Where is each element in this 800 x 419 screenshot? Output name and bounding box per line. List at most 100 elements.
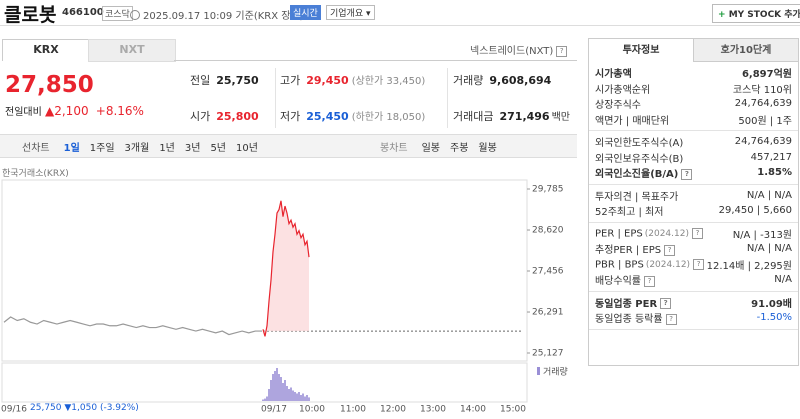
help-icon[interactable]: ? — [665, 313, 677, 325]
prev-close-change: 1,050 — [71, 403, 98, 413]
prev-close: 25,750 ▼1,050 (-3.92%) — [30, 403, 139, 413]
y-tick-label: 26,291 — [532, 308, 564, 318]
realtime-badge[interactable]: 실시간 — [290, 5, 321, 20]
invest-value: 29,450 | 5,660 — [718, 205, 792, 217]
volume-bar — [300, 395, 302, 401]
volume-bar — [290, 387, 292, 401]
summary-label: 거래대금 — [453, 110, 494, 123]
x-tick-label: 11:00 — [340, 405, 366, 415]
volume-bar — [262, 399, 264, 401]
invest-value: 6,897억원 — [741, 69, 792, 81]
invest-row: 시가총액 6,897억원 — [595, 65, 792, 81]
period-tab[interactable]: 3개월 — [124, 143, 150, 154]
invest-label: PER | EPS (2024.12)? — [595, 227, 703, 239]
summary-label: 거래량 — [453, 74, 484, 87]
chart-type-candle[interactable]: 봉차트 — [380, 143, 408, 154]
change-row: 전일대비 ▲2,100 +8.16% — [5, 104, 144, 118]
candle-tab[interactable]: 일봉 — [421, 143, 441, 154]
help-icon[interactable]: ? — [664, 244, 676, 256]
summary-cell: 시가 25,800 — [190, 108, 259, 124]
summary-value: 25,450 — [306, 110, 349, 123]
invest-value: 12.14배 | 2,295원 — [706, 260, 792, 272]
summary-cell: 전일 25,750 — [190, 72, 259, 88]
x-tick-label: 10:00 — [299, 405, 325, 415]
invest-label: 시가총액순위 — [595, 81, 650, 96]
summary-note: (상한가 33,450) — [351, 76, 426, 87]
period-tab[interactable]: 3년 — [184, 143, 201, 154]
period-tab[interactable]: 1년 — [159, 143, 175, 154]
invest-row: PBR | BPS (2024.12)? 12.14배 | 2,295원 — [595, 257, 792, 273]
volume-bar — [266, 396, 268, 401]
summary-unit: 백만 — [551, 112, 570, 123]
period-tab[interactable]: 1주일 — [89, 143, 115, 154]
summary-cell: 거래대금 271,496 백만 — [453, 108, 570, 124]
invest-label: 액면가 | 매매단위 — [595, 112, 669, 127]
summary-label: 시가 — [190, 110, 211, 123]
invest-value: 500원 | 1주 — [738, 115, 792, 127]
invest-group: 투자의견 | 목표주가 N/A | N/A 52주최고 | 최저 29,450 | 5… — [589, 185, 798, 223]
y-tick-label: 28,620 — [532, 226, 564, 236]
summary-note: (하한가 18,050) — [351, 112, 426, 123]
invest-label: 동일업종 PER? — [595, 295, 672, 310]
help-icon[interactable]: ? — [644, 275, 655, 287]
header-divider — [0, 25, 800, 26]
summary-value: 29,450 — [306, 74, 349, 87]
invest-row: 액면가 | 매매단위 500원 | 1주 — [595, 112, 792, 128]
volume-bar — [298, 392, 300, 401]
volume-bar — [278, 374, 280, 401]
tab-nxt[interactable]: NXT — [88, 39, 176, 62]
tab-orderbook[interactable]: 호가10단계 — [693, 39, 798, 62]
invest-label: 외국인소진율(B/A)? — [595, 165, 693, 181]
candle-tab[interactable]: 주봉 — [450, 143, 469, 154]
summary-cell: 고가 29,450 (상한가 33,450) — [280, 72, 425, 88]
invest-label-text: PBR | BPS — [595, 259, 644, 270]
invest-value: 코스닥 110위 — [732, 84, 792, 96]
volume-bar — [272, 374, 274, 401]
stock-code: 466100 — [62, 7, 104, 18]
volume-bar — [288, 389, 290, 401]
invest-group: PER | EPS (2024.12)? N/A | -313원 추정PER | EP… — [589, 223, 798, 292]
invest-period: (2024.12) — [645, 260, 691, 270]
company-overview[interactable]: 기업개요 ▾ — [326, 5, 375, 20]
prev-close-pct: (-3.92%) — [99, 403, 139, 413]
invest-period: (2024.12) — [644, 229, 689, 239]
chart-type-line[interactable]: 선차트 — [22, 143, 50, 154]
my-stock-button[interactable]: + MY STOCK 추가 — [712, 4, 800, 23]
summary-value: 25,800 — [216, 110, 259, 123]
invest-label: 투자의견 | 목표주가 — [595, 188, 678, 203]
help-icon[interactable]: ? — [691, 227, 703, 239]
summary-cell: 거래량 9,608,694 — [453, 72, 551, 88]
company-overview-label: 기업개요 — [330, 9, 364, 19]
tab-invest[interactable]: 투자정보 — [622, 45, 660, 56]
invest-label: 상장주식수 — [595, 96, 641, 111]
invest-label-text: 외국인소진율(B/A) — [595, 169, 679, 181]
clock: 2025.09.17 10:09 기준(KRX 장중) — [130, 7, 304, 22]
y-tick-label: 29,785 — [532, 185, 564, 195]
x-tick-label: 15:00 — [500, 405, 526, 415]
help-icon[interactable]: ? — [660, 298, 672, 310]
invest-value: -1.50% — [756, 312, 792, 324]
summary-label: 고가 — [280, 74, 301, 87]
period-tabs: 선차트 1일 1주일 3개월 1년 3년 5년 10년 — [22, 139, 258, 154]
invest-label-text: 외국인보유주식수(B) — [595, 153, 684, 165]
nxt-link-label: 넥스트레이드(NXT) — [470, 46, 554, 57]
price: 27,850 — [5, 72, 94, 98]
help-icon[interactable]: ? — [693, 258, 705, 270]
volume-bar — [264, 398, 266, 401]
invest-label: 외국인보유주식수(B) — [595, 150, 683, 165]
candle-tabs: 봉차트 일봉 주봉 월봉 — [380, 139, 497, 154]
period-tab[interactable]: 1일 — [63, 143, 80, 154]
volume-bar — [286, 386, 288, 401]
help-icon[interactable]: ? — [681, 168, 693, 180]
candle-tab[interactable]: 월봉 — [478, 143, 497, 154]
invest-label: PBR | BPS (2024.12)? — [595, 258, 705, 270]
volume-bar — [276, 368, 278, 401]
summary-label: 전일 — [190, 74, 211, 87]
invest-row: 외국인소진율(B/A)? 1.85% — [595, 165, 792, 181]
period-tab[interactable]: 5년 — [210, 143, 226, 154]
nxt-link[interactable]: 넥스트레이드(NXT)? — [470, 42, 568, 57]
timestamp: 2025.09.17 10:09 기준(KRX 장중) — [143, 11, 304, 22]
x-tick-label: 09/17 — [261, 405, 287, 415]
invest-row: PER | EPS (2024.12)? N/A | -313원 — [595, 226, 792, 242]
period-tab[interactable]: 10년 — [236, 143, 258, 154]
